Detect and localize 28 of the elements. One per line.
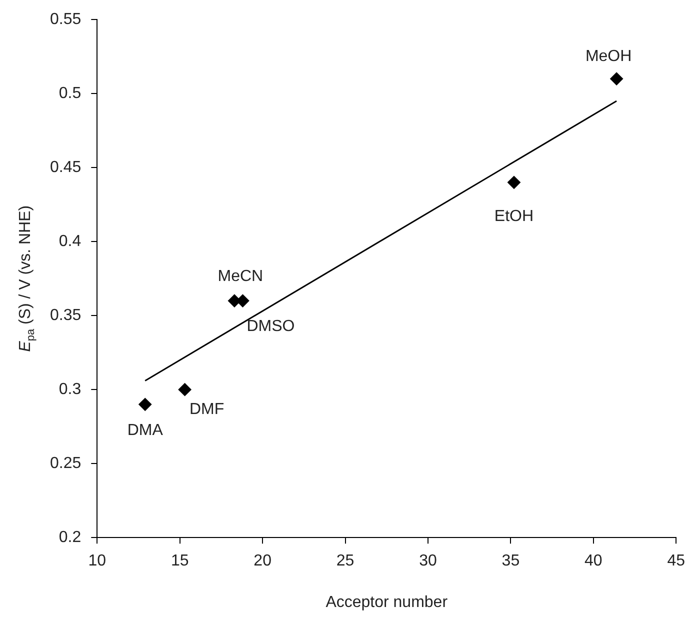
y-tick-label: 0.2 xyxy=(58,529,82,546)
x-tick-label: 10 xyxy=(88,552,106,570)
annotation: DMF xyxy=(189,401,224,418)
y-tick-label: 0.3 xyxy=(58,381,82,398)
y-tick-label: 0.5 xyxy=(58,85,82,102)
x-tick-label: 40 xyxy=(584,552,602,570)
point xyxy=(507,176,520,189)
annotation: MeCN xyxy=(218,268,264,286)
y-tick-label: 0.4 xyxy=(58,233,82,250)
x-tick-label: 25 xyxy=(336,552,354,570)
y-tick-label: 0.35 xyxy=(50,307,82,324)
point xyxy=(178,383,192,396)
x-tick-label: 30 xyxy=(419,552,437,570)
annotation: MeOH xyxy=(585,48,632,66)
annotation: DMSO xyxy=(246,318,295,336)
x-axis-title: Acceptor number xyxy=(326,594,448,611)
x-tick-label: 20 xyxy=(254,552,272,570)
x-tick-label: 35 xyxy=(502,552,520,570)
point xyxy=(610,72,624,86)
y-axis-title: Epa (S) / V (vs. NHE) xyxy=(17,205,37,352)
x-tick-label: 15 xyxy=(170,552,189,570)
y-tick-label: 0.25 xyxy=(50,455,82,472)
annotation: DMA xyxy=(127,422,164,439)
point xyxy=(138,398,152,411)
annotation: EtOH xyxy=(494,208,534,225)
y-tick-label: 0.55 xyxy=(50,11,82,28)
y-tick-label: 0.45 xyxy=(50,159,82,176)
x-tick-label: 45 xyxy=(667,552,686,570)
